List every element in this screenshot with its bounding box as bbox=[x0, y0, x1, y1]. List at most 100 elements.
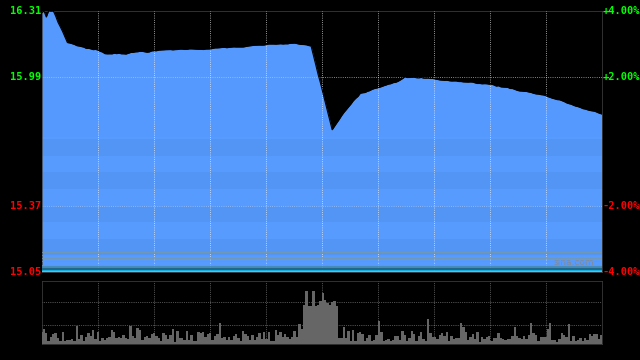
Bar bbox=[284, 334, 287, 344]
Bar bbox=[303, 305, 305, 344]
Bar bbox=[64, 341, 66, 344]
Bar bbox=[71, 339, 73, 344]
Text: -2.00%: -2.00% bbox=[602, 201, 639, 211]
Text: +2.00%: +2.00% bbox=[602, 72, 639, 82]
Bar bbox=[42, 239, 602, 255]
Bar bbox=[164, 335, 167, 344]
Bar bbox=[589, 334, 591, 344]
Bar bbox=[593, 334, 596, 344]
Bar bbox=[418, 336, 420, 344]
Bar bbox=[68, 341, 71, 344]
Bar bbox=[170, 335, 172, 344]
Bar bbox=[225, 339, 228, 344]
Bar bbox=[186, 331, 188, 344]
Bar bbox=[465, 333, 467, 344]
Bar bbox=[540, 337, 542, 344]
Bar bbox=[490, 341, 493, 344]
Bar bbox=[188, 340, 190, 344]
Bar bbox=[214, 336, 216, 344]
Bar bbox=[207, 334, 209, 344]
Bar bbox=[434, 337, 436, 344]
Bar bbox=[518, 338, 521, 344]
Bar bbox=[256, 337, 259, 344]
Bar bbox=[385, 341, 387, 344]
Bar bbox=[50, 337, 52, 344]
Bar bbox=[127, 339, 129, 344]
Bar bbox=[42, 172, 602, 189]
Bar bbox=[216, 334, 218, 344]
Bar bbox=[239, 341, 242, 344]
Bar bbox=[308, 306, 310, 344]
Bar bbox=[570, 341, 572, 344]
Bar bbox=[392, 340, 394, 344]
Bar bbox=[195, 341, 197, 344]
Bar bbox=[40, 332, 43, 344]
Bar bbox=[54, 333, 57, 344]
Bar bbox=[582, 341, 584, 344]
Bar bbox=[460, 323, 462, 344]
Bar bbox=[568, 324, 570, 344]
Bar bbox=[331, 302, 333, 344]
Bar bbox=[132, 336, 134, 344]
Bar bbox=[458, 338, 460, 344]
Bar bbox=[202, 332, 204, 344]
Bar bbox=[163, 333, 164, 344]
Bar bbox=[42, 222, 602, 239]
Bar bbox=[113, 332, 115, 344]
Bar bbox=[497, 333, 500, 344]
Bar bbox=[453, 339, 455, 344]
Bar bbox=[474, 339, 476, 344]
Bar bbox=[439, 335, 441, 344]
Bar bbox=[42, 137, 602, 139]
Bar bbox=[310, 306, 312, 344]
Bar bbox=[371, 341, 373, 344]
Bar bbox=[252, 335, 253, 344]
Bar bbox=[134, 338, 136, 344]
Bar bbox=[525, 339, 528, 344]
Bar bbox=[259, 333, 260, 344]
Bar bbox=[312, 291, 315, 344]
Bar bbox=[328, 305, 331, 344]
Bar bbox=[436, 339, 439, 344]
Bar bbox=[514, 327, 516, 344]
Bar bbox=[561, 333, 563, 344]
Bar bbox=[373, 339, 376, 344]
Bar bbox=[397, 336, 399, 344]
Bar bbox=[532, 333, 535, 344]
Bar bbox=[146, 336, 148, 344]
Bar bbox=[404, 335, 406, 344]
Bar bbox=[401, 331, 404, 344]
Bar bbox=[101, 338, 104, 344]
Bar bbox=[273, 341, 275, 344]
Bar bbox=[42, 189, 602, 206]
Bar bbox=[305, 291, 308, 344]
Bar bbox=[528, 334, 530, 344]
Bar bbox=[289, 339, 291, 344]
Bar bbox=[172, 329, 174, 344]
Bar bbox=[99, 341, 101, 344]
Bar bbox=[342, 327, 345, 344]
Bar bbox=[230, 340, 232, 344]
Bar bbox=[493, 338, 495, 344]
Bar bbox=[369, 336, 371, 344]
Bar bbox=[223, 337, 225, 344]
Bar bbox=[136, 328, 139, 344]
Text: 16.31: 16.31 bbox=[10, 6, 41, 16]
Bar bbox=[296, 337, 298, 344]
Bar bbox=[43, 329, 45, 344]
Bar bbox=[378, 321, 380, 344]
Bar bbox=[345, 338, 348, 344]
Text: 15.37: 15.37 bbox=[10, 201, 41, 211]
Bar bbox=[495, 338, 497, 344]
Text: -4.00%: -4.00% bbox=[602, 267, 639, 277]
Bar bbox=[502, 339, 504, 344]
Bar bbox=[509, 339, 511, 344]
Bar bbox=[228, 337, 230, 344]
Bar bbox=[551, 339, 554, 344]
Bar bbox=[242, 331, 244, 344]
Bar bbox=[174, 342, 177, 344]
Bar bbox=[42, 156, 602, 172]
Bar bbox=[76, 325, 78, 344]
Bar bbox=[547, 329, 549, 344]
Bar bbox=[268, 332, 270, 344]
